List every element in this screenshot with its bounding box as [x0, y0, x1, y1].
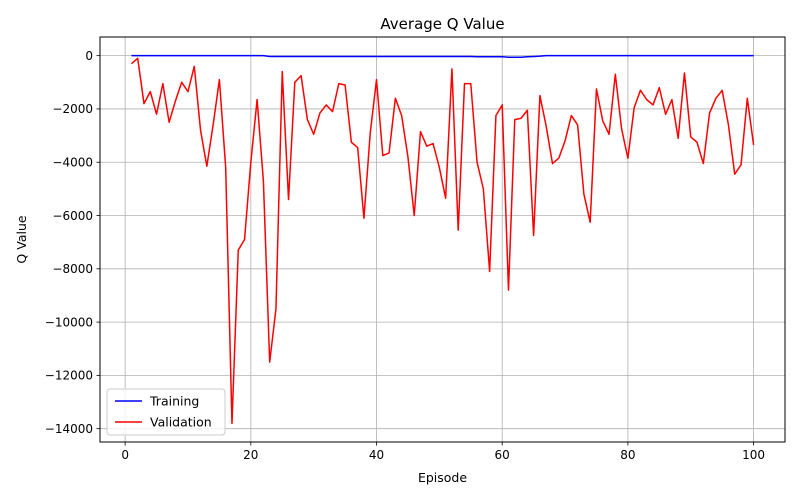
- series-line-training: [131, 54, 754, 58]
- y-tick-label: −10000: [45, 315, 93, 329]
- y-tick-label: −2000: [52, 102, 93, 116]
- x-tick-label: 100: [742, 448, 765, 462]
- series-line-validation: [130, 57, 755, 425]
- y-tick-label: −4000: [52, 156, 93, 170]
- x-tick-label: 60: [495, 448, 510, 462]
- y-tick-label: 0: [85, 49, 93, 63]
- x-tick-label: 80: [620, 448, 635, 462]
- y-ticks: 0 −2000 −4000 −6000 −8000 −10000 −12000 −14000: [45, 49, 100, 436]
- chart-title: Average Q Value: [380, 15, 504, 33]
- y-tick-label: −14000: [45, 422, 93, 436]
- legend-label-validation: Validation: [150, 415, 212, 430]
- x-axis-title: Episode: [418, 470, 467, 485]
- y-tick-label: −12000: [45, 369, 93, 383]
- y-tick-label: −8000: [52, 262, 93, 276]
- plot-frame: [99, 36, 786, 443]
- x-ticks: 0 20 40 60 80 100: [121, 442, 765, 462]
- y-axis-title: Q Value: [14, 215, 29, 263]
- x-tick-label: 20: [243, 448, 258, 462]
- grid: [100, 37, 785, 442]
- x-tick-label: 40: [369, 448, 384, 462]
- legend: Training Validation: [106, 388, 226, 436]
- legend-label-training: Training: [149, 394, 199, 409]
- y-tick-label: −6000: [52, 209, 93, 223]
- series-group: [130, 54, 755, 425]
- x-tick-label: 0: [121, 448, 129, 462]
